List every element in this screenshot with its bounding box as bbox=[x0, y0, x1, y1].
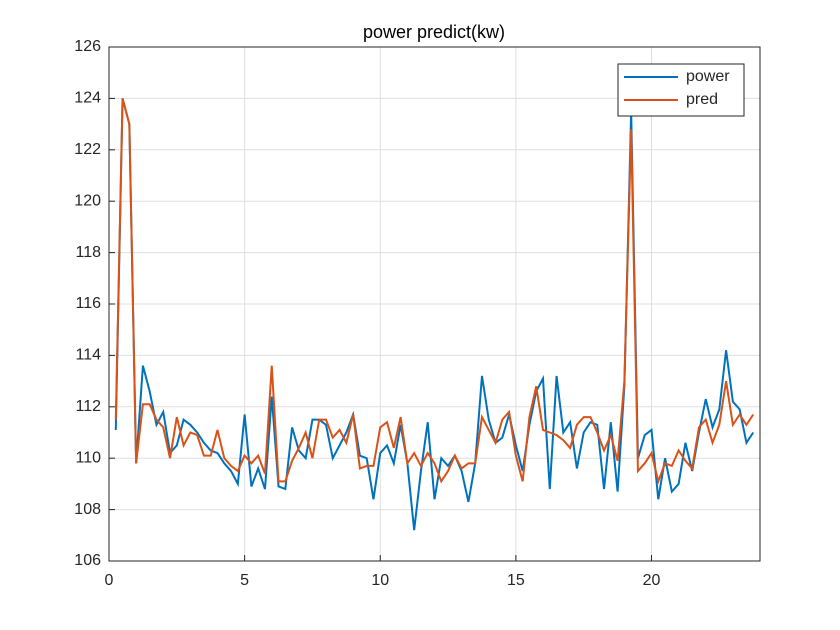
y-tick-label: 114 bbox=[75, 347, 101, 364]
y-tick-label: 110 bbox=[75, 449, 101, 466]
x-tick-label: 10 bbox=[371, 572, 389, 589]
y-tick-label: 118 bbox=[75, 244, 101, 261]
y-tick-label: 112 bbox=[75, 398, 101, 415]
y-tick-label: 106 bbox=[74, 552, 101, 569]
line bbox=[114, 98, 755, 531]
legend: power pred bbox=[617, 63, 745, 117]
legend-label: power bbox=[686, 68, 730, 85]
x-tick-label: 5 bbox=[240, 572, 249, 589]
y-tick-label: 122 bbox=[74, 141, 101, 158]
x-tick-label: 0 bbox=[105, 572, 114, 589]
y-tick-label: 124 bbox=[74, 90, 101, 107]
y-tick-label: 108 bbox=[74, 501, 101, 518]
x-tick-label: 20 bbox=[643, 572, 661, 589]
legend-label: pred bbox=[686, 91, 718, 108]
line bbox=[114, 98, 755, 485]
y-tick-label: 116 bbox=[75, 295, 101, 312]
y-tick-label: 126 bbox=[74, 38, 101, 55]
y-tick-label: 120 bbox=[74, 192, 101, 209]
x-tick-label: 15 bbox=[507, 572, 525, 589]
axes-box bbox=[108, 46, 761, 562]
legend-box bbox=[617, 63, 745, 117]
chart-title: power predict(kw) bbox=[363, 22, 505, 42]
